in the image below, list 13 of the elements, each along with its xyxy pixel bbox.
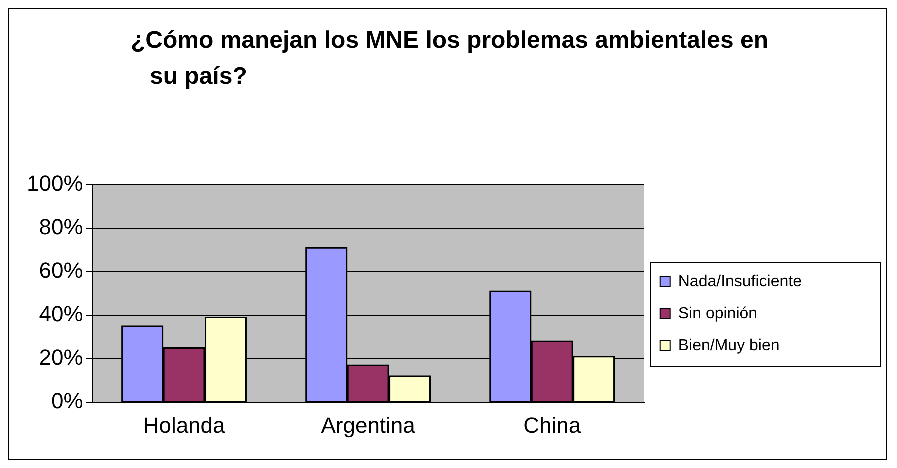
y-tick-label: 100% bbox=[26, 171, 84, 196]
legend-label: Sin opinión bbox=[678, 305, 758, 322]
legend-label: Bien/Muy bien bbox=[678, 337, 780, 354]
legend-label: Nada/Insuficiente bbox=[678, 273, 802, 290]
y-tick-label: 40% bbox=[39, 302, 84, 327]
x-tick-label: China bbox=[524, 412, 582, 438]
x-tick-label: Holanda bbox=[143, 412, 226, 438]
chart-title: ¿Cómo manejan los MNE los problemas ambientales en su país? bbox=[131, 26, 770, 92]
y-tick-label: 20% bbox=[39, 345, 84, 370]
y-tick-label: 0% bbox=[51, 388, 84, 414]
x-tick-label: Argentina bbox=[321, 412, 416, 438]
y-tick-label: 80% bbox=[39, 214, 84, 240]
y-tick-label: 60% bbox=[39, 258, 84, 284]
